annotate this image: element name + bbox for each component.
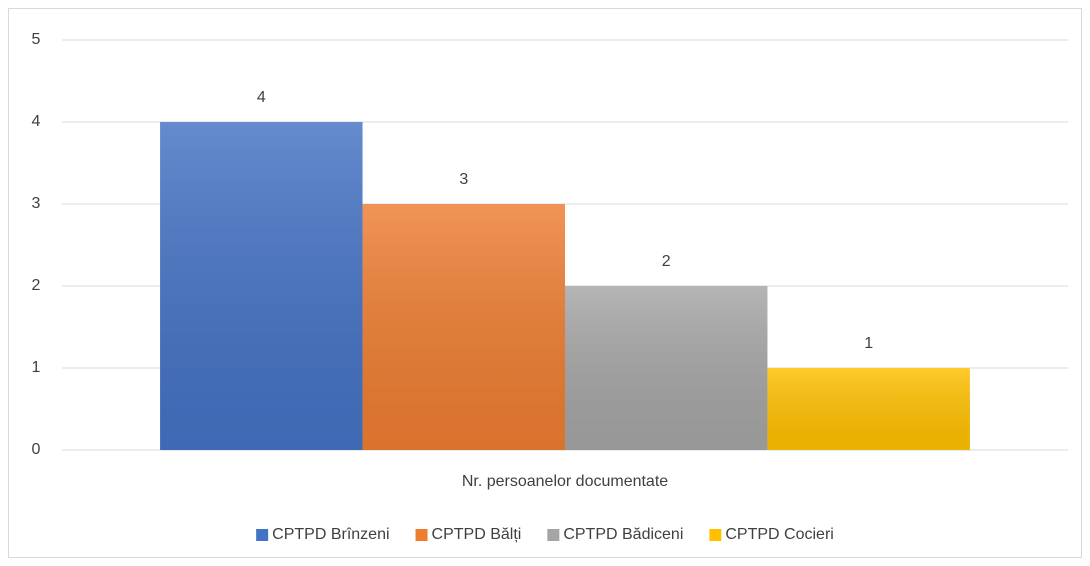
y-tick-label: 2 [32,277,41,294]
data-label: 4 [257,89,266,106]
data-label: 1 [864,335,873,352]
y-tick-label: 3 [32,195,41,212]
legend-swatch [709,529,722,541]
y-tick-label: 0 [32,441,41,458]
legend-swatch [415,529,428,541]
legend-swatch [547,529,560,541]
y-tick-label: 1 [32,359,41,376]
legend-label: CPTPD Brînzeni [272,526,389,543]
legend-label: CPTPD Bălți [432,526,522,543]
bar-shade [362,204,565,450]
data-label: 3 [459,171,468,188]
bar-shade [767,368,970,450]
y-tick-label: 4 [32,113,41,130]
y-tick-label: 5 [32,31,41,48]
bar-shade [565,286,768,450]
bar-shade [160,122,363,450]
data-label: 2 [662,253,671,270]
legend-swatch [256,529,269,541]
legend-label: CPTPD Cocieri [725,526,833,543]
x-tick-label: Nr. persoanelor documentate [462,473,668,490]
legend-label: CPTPD Bădiceni [563,526,683,543]
